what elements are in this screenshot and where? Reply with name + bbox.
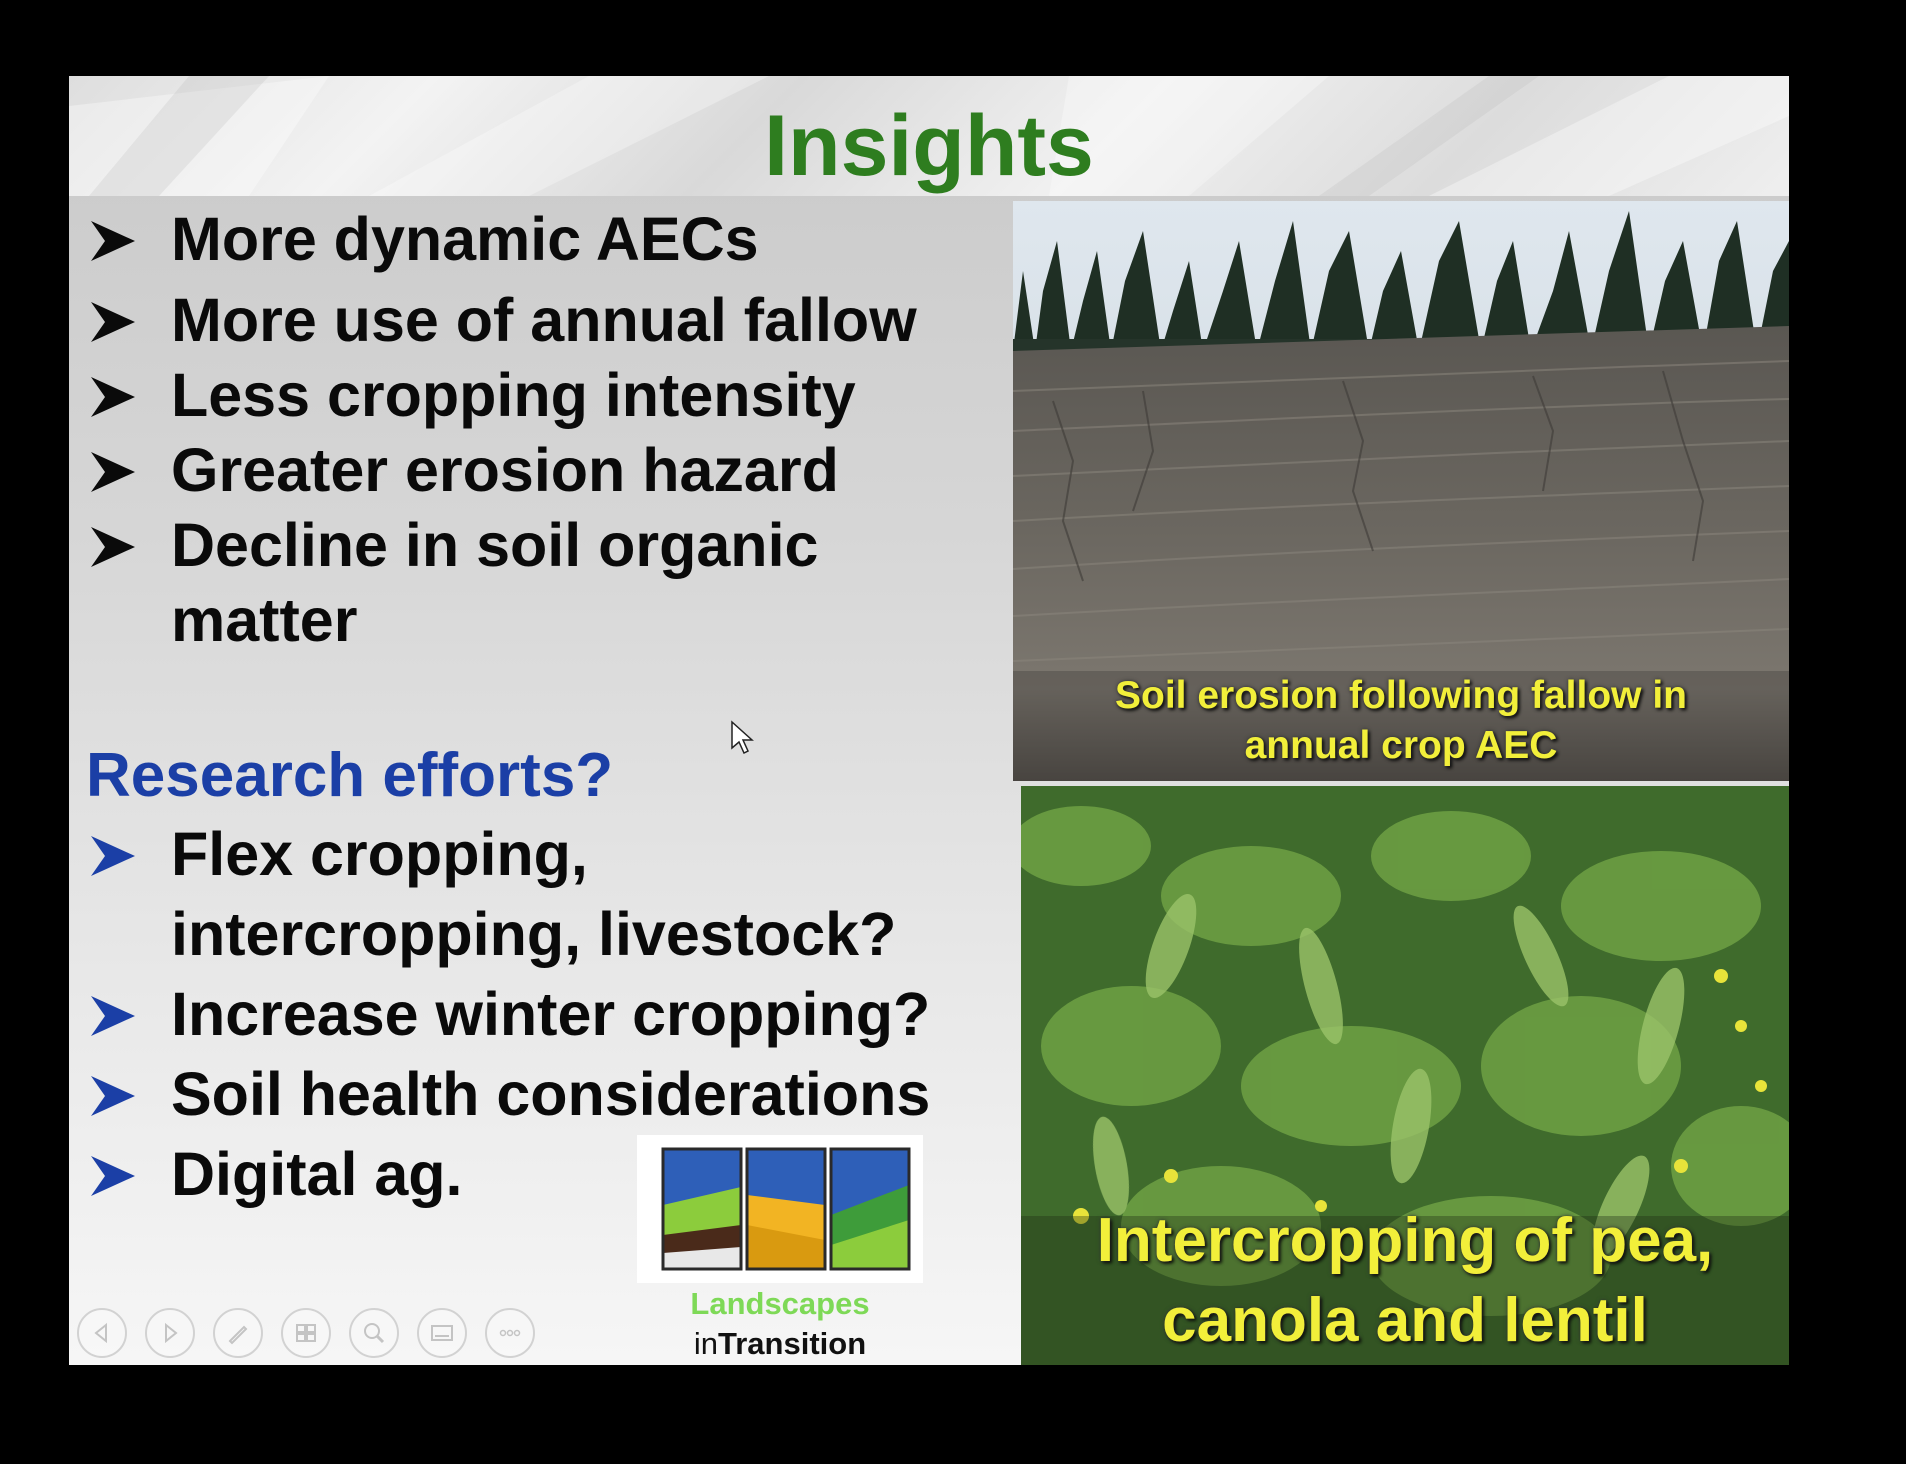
header-band bbox=[69, 76, 1789, 196]
pen-button[interactable] bbox=[213, 1308, 263, 1358]
erosion-caption-line2: annual crop AEC bbox=[1244, 724, 1558, 767]
subtitles-icon bbox=[431, 1325, 453, 1341]
insight-item-4: Greater erosion hazard bbox=[171, 436, 839, 504]
research-item-1-cont: intercropping, livestock? bbox=[171, 900, 897, 968]
bullet-arrow-icon bbox=[91, 527, 135, 567]
intercropping-caption-line2: canola and lentil bbox=[1162, 1286, 1648, 1355]
next-slide-button[interactable] bbox=[145, 1308, 195, 1358]
research-item-3: Soil health considerations bbox=[171, 1060, 931, 1128]
intercropping-caption-line1: Intercropping of pea, bbox=[1096, 1206, 1714, 1275]
insight-item-1: More dynamic AECs bbox=[171, 205, 759, 273]
logo-word-intransition: inTransition bbox=[637, 1326, 923, 1362]
mouse-cursor-icon bbox=[731, 720, 754, 755]
bullet-arrow-icon bbox=[91, 221, 135, 261]
slide-title: Insights bbox=[764, 98, 1094, 194]
insight-item-2: More use of annual fallow bbox=[171, 286, 917, 354]
bullet-arrow-icon bbox=[91, 1076, 135, 1116]
research-item-2: Increase winter cropping? bbox=[171, 980, 931, 1048]
slides-grid-button[interactable] bbox=[281, 1308, 331, 1358]
subtitles-button[interactable] bbox=[417, 1308, 467, 1358]
zoom-icon bbox=[364, 1323, 385, 1344]
landscapes-logo-icon bbox=[661, 1147, 911, 1271]
next-slide-icon bbox=[165, 1322, 178, 1344]
research-heading: Research efforts? bbox=[86, 741, 614, 810]
slide: Insights More dynamic AECs More use of a… bbox=[69, 76, 1789, 1365]
slides-grid-icon bbox=[296, 1324, 316, 1342]
soil-erosion-photo: Soil erosion following fallow in annual … bbox=[1013, 201, 1789, 781]
bullet-arrow-icon bbox=[91, 452, 135, 492]
more-options-icon bbox=[499, 1329, 521, 1337]
erosion-caption-line1: Soil erosion following fallow in bbox=[1115, 674, 1687, 717]
bullet-arrow-icon bbox=[91, 302, 135, 342]
bullet-arrow-icon bbox=[91, 377, 135, 417]
intercropping-photo: Intercropping of pea, canola and lentil bbox=[1021, 786, 1789, 1365]
insight-item-5-cont: matter bbox=[171, 586, 358, 654]
bullet-arrow-icon bbox=[91, 1156, 135, 1196]
previous-slide-icon bbox=[94, 1322, 107, 1344]
logo-word-landscapes: Landscapes bbox=[690, 1286, 870, 1321]
previous-slide-button[interactable] bbox=[77, 1308, 127, 1358]
zoom-button[interactable] bbox=[349, 1308, 399, 1358]
insight-item-3: Less cropping intensity bbox=[171, 361, 856, 429]
logo-word-transition: Transition bbox=[718, 1326, 867, 1361]
bullet-arrow-icon bbox=[91, 836, 135, 876]
insight-item-5: Decline in soil organic bbox=[171, 511, 819, 579]
bullet-arrow-icon bbox=[91, 996, 135, 1036]
more-options-button[interactable] bbox=[485, 1308, 535, 1358]
pen-icon bbox=[228, 1325, 248, 1345]
research-item-1: Flex cropping, bbox=[171, 820, 588, 888]
logo-prefix: in bbox=[693, 1326, 718, 1361]
research-item-4: Digital ag. bbox=[171, 1140, 463, 1208]
landscapes-logo bbox=[637, 1135, 923, 1283]
